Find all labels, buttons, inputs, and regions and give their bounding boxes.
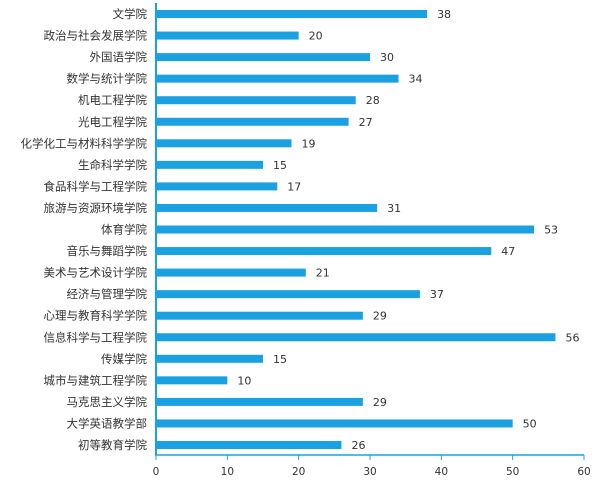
- bar: [156, 441, 342, 449]
- category-label: 体育学院: [101, 223, 147, 237]
- bar: [156, 397, 363, 406]
- category-label: 光电工程学院: [78, 115, 147, 129]
- category-label: 旅游与资源环境学院: [44, 201, 148, 215]
- x-tick-label: 20: [292, 466, 305, 478]
- category-label: 马克思主义学院: [67, 395, 148, 409]
- value-label: 15: [273, 159, 287, 172]
- bar: [156, 333, 556, 342]
- bar: [156, 74, 399, 83]
- bars-layer: [156, 10, 556, 449]
- bar: [156, 182, 278, 191]
- bar: [156, 354, 263, 363]
- value-label: 27: [359, 116, 373, 129]
- category-label: 美术与艺术设计学院: [44, 266, 148, 280]
- category-label: 化学化工与材料科学学院: [21, 136, 148, 150]
- axes: 0 10 20 30 40 50 60: [153, 3, 591, 478]
- category-labels: 文学院政治与社会发展学院外国语学院数学与统计学院机电工程学院光电工程学院化学化工…: [21, 7, 148, 452]
- bar: [156, 139, 292, 148]
- x-tick-label: 60: [577, 466, 590, 478]
- x-tick-label: 30: [363, 466, 376, 478]
- value-label: 21: [316, 267, 330, 280]
- category-label: 传媒学院: [101, 352, 147, 366]
- value-label: 30: [380, 51, 394, 64]
- category-label: 初等教育学院: [78, 438, 147, 452]
- category-label: 食品科学与工程学院: [44, 179, 148, 193]
- value-labels: 3820303428271915173153472137295615102950…: [237, 8, 579, 452]
- category-label: 生命科学学院: [78, 158, 147, 172]
- value-label: 50: [523, 417, 537, 430]
- value-label: 26: [351, 439, 365, 452]
- value-label: 37: [430, 288, 444, 301]
- bar: [156, 268, 306, 277]
- bar: [156, 225, 535, 234]
- value-label: 47: [501, 245, 515, 258]
- x-tick-label: 0: [153, 466, 160, 478]
- bar: [156, 53, 370, 62]
- bar: [156, 247, 492, 256]
- category-label: 信息科学与工程学院: [44, 330, 148, 344]
- value-label: 31: [387, 202, 401, 215]
- value-label: 28: [366, 94, 380, 107]
- bar: [156, 419, 513, 428]
- category-label: 大学英语教学部: [67, 416, 148, 430]
- value-label: 56: [565, 331, 579, 344]
- value-label: 29: [373, 310, 387, 323]
- bar: [156, 160, 263, 169]
- category-label: 机电工程学院: [78, 93, 147, 107]
- bar: [156, 96, 356, 105]
- bar: [156, 203, 378, 212]
- bar: [156, 311, 363, 320]
- value-label: 53: [544, 224, 558, 237]
- value-label: 10: [237, 374, 251, 387]
- category-label: 城市与建筑工程学院: [44, 373, 148, 387]
- value-label: 17: [287, 180, 301, 193]
- bar: [156, 10, 428, 18]
- category-label: 外国语学院: [90, 50, 148, 64]
- bar: [156, 376, 228, 385]
- category-label: 心理与教育科学学院: [44, 309, 148, 323]
- bar: [156, 290, 420, 299]
- x-tick-label: 50: [506, 466, 519, 478]
- x-tick-label: 40: [435, 466, 448, 478]
- x-tick-label: 10: [221, 466, 234, 478]
- bar: [156, 31, 299, 40]
- category-label: 数学与统计学院: [67, 72, 148, 86]
- value-label: 38: [437, 8, 451, 21]
- value-label: 29: [373, 396, 387, 409]
- value-label: 34: [409, 73, 423, 86]
- value-label: 15: [273, 353, 287, 366]
- value-label: 19: [302, 137, 316, 150]
- category-label: 文学院: [113, 7, 148, 21]
- bar: [156, 117, 349, 126]
- value-label: 20: [309, 30, 323, 43]
- category-label: 政治与社会发展学院: [44, 29, 148, 43]
- category-label: 经济与管理学院: [67, 287, 148, 301]
- category-label: 音乐与舞蹈学院: [67, 244, 148, 258]
